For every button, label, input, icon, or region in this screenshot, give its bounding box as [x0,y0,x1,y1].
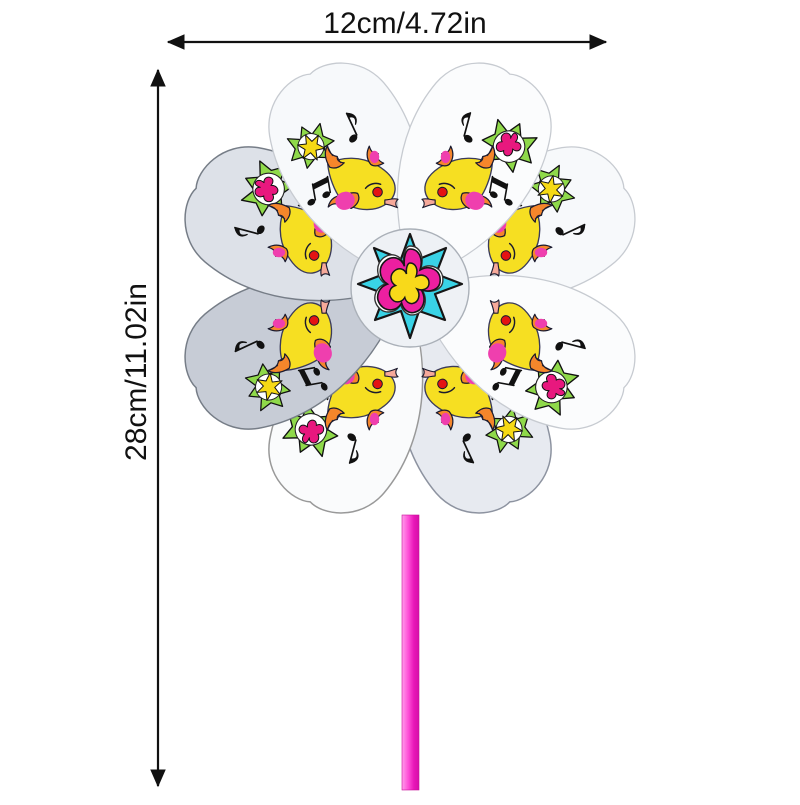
svg-text:28cm/11.02in: 28cm/11.02in [120,283,153,461]
svg-text:12cm/4.72in: 12cm/4.72in [323,7,486,40]
